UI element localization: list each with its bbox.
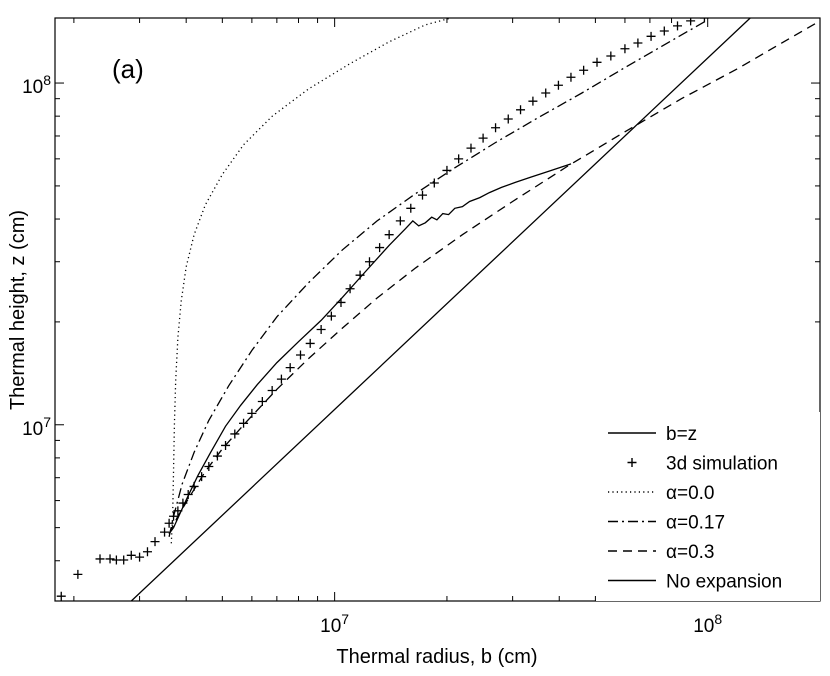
data-point-plus: [699, 18, 709, 23]
x-tick-label: 108: [693, 611, 722, 637]
y-tick-label: 107: [22, 414, 51, 440]
data-point-plus: [395, 216, 405, 226]
legend-box: [596, 412, 820, 601]
series-2-line: [170, 18, 452, 544]
series-4-line: [168, 20, 820, 534]
data-point-plus: [355, 270, 365, 280]
data-point-plus: [285, 363, 295, 373]
data-point-plus: [345, 284, 355, 294]
series-3-line: [168, 19, 709, 537]
legend-entry-4: α=0.3: [666, 542, 715, 563]
data-point-plus: [164, 518, 174, 528]
data-point-plus: [375, 243, 385, 253]
x-axis-label: Thermal radius, b (cm): [336, 646, 537, 668]
data-point-plus: [466, 143, 476, 153]
legend-entry-3: α=0.17: [666, 513, 725, 534]
data-point-plus: [364, 257, 374, 267]
series-1-markers: [56, 18, 709, 601]
data-point-plus: [478, 133, 488, 143]
data-point-plus: [126, 550, 136, 560]
data-point-plus: [56, 591, 66, 601]
data-point-plus: [406, 203, 416, 213]
data-point-plus: [230, 429, 240, 439]
data-point-plus: [150, 537, 160, 547]
data-point-plus: [454, 154, 464, 164]
y-tick-label: 108: [22, 72, 51, 98]
data-point-plus: [305, 338, 315, 348]
data-point-plus: [276, 374, 286, 384]
data-point-plus: [659, 26, 669, 36]
data-point-plus: [429, 178, 439, 188]
data-point-plus: [73, 569, 83, 579]
data-point-plus: [257, 396, 267, 406]
data-point-plus: [95, 554, 105, 564]
data-point-plus: [384, 230, 394, 240]
data-point-plus: [326, 311, 336, 321]
data-point-plus: [247, 408, 257, 418]
legend-entry-5: No expansion: [666, 572, 782, 593]
data-point-plus: [541, 88, 551, 98]
data-point-plus: [142, 547, 152, 557]
data-point-plus: [566, 72, 576, 82]
data-point-plus: [135, 552, 145, 562]
data-point-plus: [160, 527, 170, 537]
data-point-plus: [105, 554, 115, 564]
legend-entry-0: b=z: [666, 424, 697, 445]
panel-label: (a): [112, 54, 144, 84]
data-point-plus: [516, 105, 526, 115]
data-point-plus: [673, 21, 683, 31]
data-point-plus: [418, 190, 428, 200]
data-point-plus: [316, 325, 326, 335]
series-layer: [56, 18, 820, 601]
data-point-plus: [579, 65, 589, 75]
data-point-plus: [553, 80, 563, 90]
data-point-plus: [646, 31, 656, 41]
data-point-plus: [491, 123, 501, 133]
data-point-plus: [528, 96, 538, 106]
data-point-plus: [239, 418, 249, 428]
legend: b=z 3d simulation α=0.0 α=0.17 α=0.3 No expan…: [596, 412, 820, 601]
legend-entry-2: α=0.0: [666, 483, 715, 504]
data-point-plus: [633, 38, 643, 48]
legend-swatch-plus: [627, 458, 637, 467]
data-point-plus: [606, 51, 616, 61]
series-5-line: [130, 18, 751, 601]
data-point-plus: [295, 350, 305, 360]
data-point-plus: [119, 555, 129, 565]
y-axis-label: Thermal height, z (cm): [7, 210, 29, 410]
data-point-plus: [336, 297, 346, 307]
legend-entry-1: 3d simulation: [666, 454, 778, 475]
data-point-plus: [267, 385, 277, 395]
x-tick-label: 107: [320, 611, 349, 637]
data-point-plus: [620, 44, 630, 54]
series-0-line: [168, 163, 572, 535]
data-point-plus: [592, 57, 602, 67]
data-point-plus: [503, 114, 513, 124]
